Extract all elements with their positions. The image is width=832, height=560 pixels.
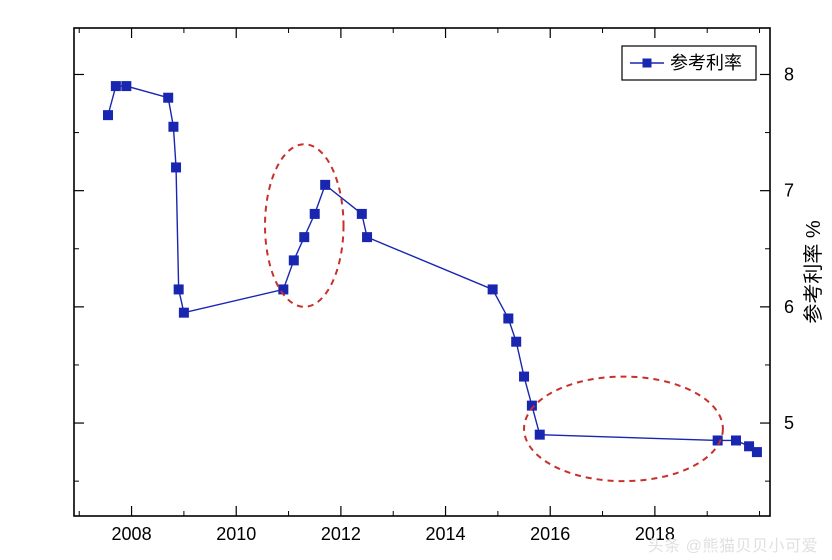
data-marker	[752, 448, 761, 457]
data-marker	[164, 93, 173, 102]
legend-marker	[643, 59, 652, 68]
data-marker	[179, 308, 188, 317]
data-marker	[289, 256, 298, 265]
rate-chart: 2008 2010 2012 2014 2016 2018 5 6 7 8 参考利率 % 参考利率	[0, 0, 832, 560]
data-marker	[512, 337, 521, 346]
y-tick-label: 8	[784, 64, 794, 84]
data-marker	[357, 209, 366, 218]
legend-label: 参考利率	[670, 53, 742, 73]
data-marker	[731, 436, 740, 445]
x-tick-label: 2018	[635, 524, 675, 544]
x-tick-label: 2012	[321, 524, 361, 544]
data-marker	[300, 233, 309, 242]
y-tick-label: 7	[784, 181, 794, 201]
data-marker	[122, 82, 131, 91]
data-marker	[172, 163, 181, 172]
data-marker	[111, 82, 120, 91]
data-marker	[520, 372, 529, 381]
y-tick-label: 6	[784, 297, 794, 317]
data-marker	[104, 111, 113, 120]
data-marker	[535, 430, 544, 439]
data-marker	[310, 209, 319, 218]
data-marker	[279, 285, 288, 294]
x-tick-label: 2016	[530, 524, 570, 544]
data-marker	[174, 285, 183, 294]
x-tick-label: 2010	[216, 524, 256, 544]
data-marker	[504, 314, 513, 323]
data-marker	[488, 285, 497, 294]
y-tick-label: 5	[784, 413, 794, 433]
data-marker	[169, 122, 178, 131]
y-axis-label: 参考利率 %	[802, 220, 825, 324]
x-tick-label: 2008	[112, 524, 152, 544]
data-marker	[321, 180, 330, 189]
x-tick-label: 2014	[426, 524, 466, 544]
data-marker	[363, 233, 372, 242]
